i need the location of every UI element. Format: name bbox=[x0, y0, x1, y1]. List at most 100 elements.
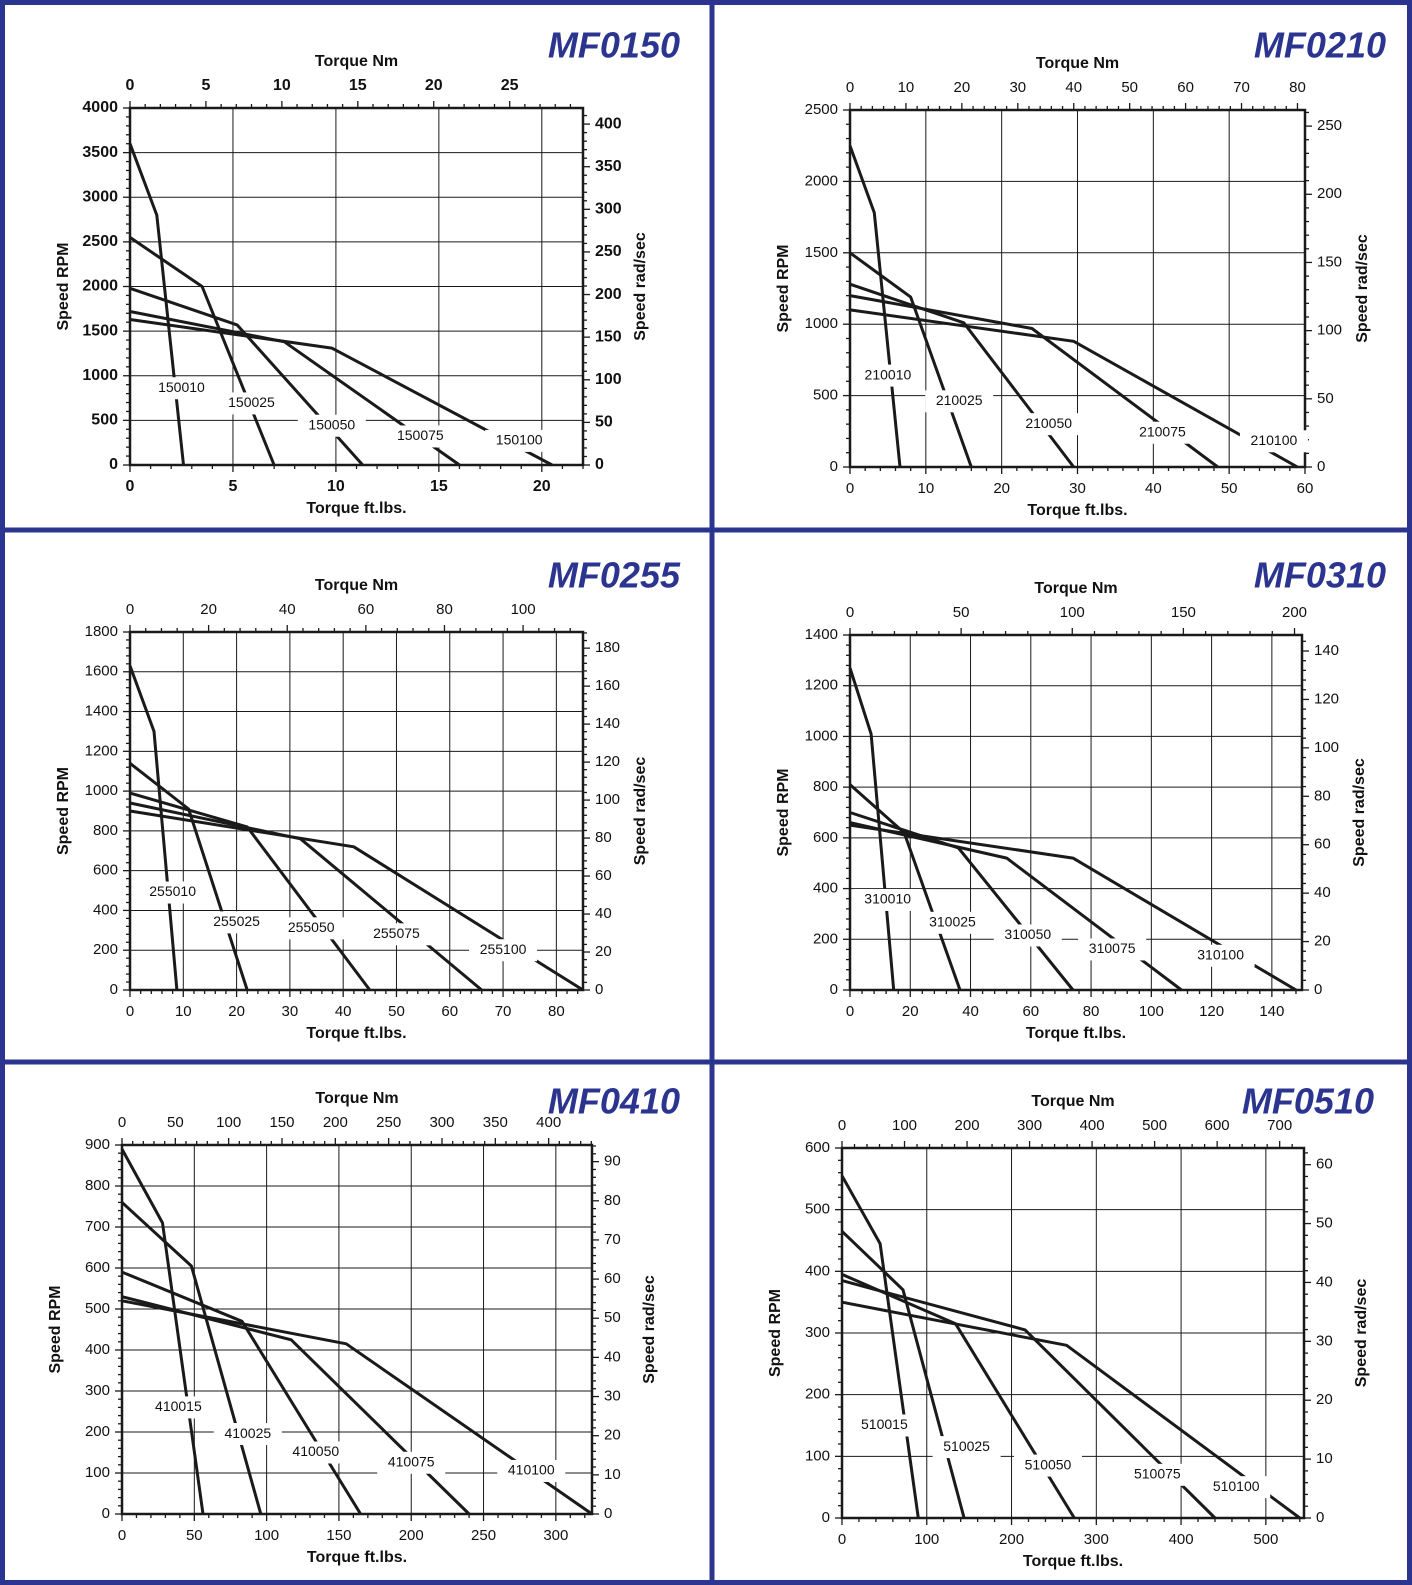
series-label-box bbox=[1128, 421, 1197, 444]
x2-tick-label: 100 bbox=[1060, 604, 1085, 621]
chart-title: MF0150 bbox=[548, 25, 680, 66]
x-tick-label: 30 bbox=[1069, 480, 1086, 497]
y-tick-label: 1000 bbox=[82, 367, 118, 384]
series-label-box bbox=[1202, 1476, 1271, 1499]
series-label-box bbox=[1239, 430, 1308, 453]
series-label-510075: 510075 bbox=[1134, 1466, 1181, 1482]
series-label-box bbox=[1013, 1454, 1082, 1477]
x2-tick-label: 40 bbox=[279, 601, 296, 618]
y-tick-label: 900 bbox=[85, 1136, 110, 1153]
series-label-150010: 150010 bbox=[158, 379, 205, 395]
series-label-510100: 510100 bbox=[1213, 1478, 1260, 1494]
series-label-box bbox=[1014, 413, 1083, 436]
series-label-box bbox=[202, 911, 271, 934]
series-label-410075: 410075 bbox=[388, 1453, 435, 1469]
x-tick-label: 60 bbox=[1297, 480, 1314, 497]
x-tick-label: 500 bbox=[1253, 1531, 1278, 1548]
y-tick-label: 1200 bbox=[85, 742, 118, 759]
series-label-box bbox=[850, 1414, 919, 1437]
y-tick-label: 100 bbox=[85, 1464, 110, 1481]
x2-tick-label: 50 bbox=[1121, 79, 1138, 96]
y-tick-label: 700 bbox=[85, 1218, 110, 1235]
x2-tick-label: 20 bbox=[954, 79, 971, 96]
series-label-box bbox=[925, 390, 994, 413]
y2-axis-label: Speed rad/sec bbox=[632, 757, 649, 866]
x-tick-label: 300 bbox=[543, 1527, 568, 1544]
series-line-255010 bbox=[128, 665, 179, 991]
plot-frame bbox=[128, 630, 585, 992]
x-tick-label: 0 bbox=[126, 478, 135, 495]
y2-tick-label: 60 bbox=[1316, 1156, 1333, 1173]
y-tick-label: 0 bbox=[102, 1505, 110, 1522]
y2-tick-label: 200 bbox=[595, 286, 622, 303]
x-tick-label: 100 bbox=[1139, 1003, 1164, 1020]
x2-tick-label: 150 bbox=[1171, 604, 1196, 621]
series-line-150025 bbox=[129, 236, 276, 466]
y2-tick-label: 60 bbox=[1314, 836, 1331, 853]
x2-axis-label: Torque Nm bbox=[315, 53, 398, 70]
y2-tick-label: 300 bbox=[595, 201, 622, 218]
y2-tick-label: 70 bbox=[604, 1231, 621, 1248]
x-axis-label: Torque ft.lbs. bbox=[306, 1025, 406, 1042]
x-tick-label: 60 bbox=[1022, 1003, 1039, 1020]
y2-tick-label: 60 bbox=[604, 1270, 621, 1287]
x-tick-label: 400 bbox=[1169, 1531, 1194, 1548]
x2-tick-label: 20 bbox=[425, 77, 443, 94]
y2-tick-label: 0 bbox=[1317, 458, 1325, 475]
series-line-210025 bbox=[849, 251, 973, 468]
series-label-310075: 310075 bbox=[1089, 940, 1136, 956]
x2-tick-label: 100 bbox=[892, 1117, 917, 1134]
chart-title: MF0310 bbox=[1254, 555, 1386, 596]
x2-tick-label: 40 bbox=[1065, 79, 1082, 96]
x-tick-label: 20 bbox=[228, 1003, 245, 1020]
series-label-150100: 150100 bbox=[496, 432, 543, 448]
y2-tick-label: 20 bbox=[1314, 933, 1331, 950]
y-tick-label: 100 bbox=[805, 1447, 830, 1464]
y-tick-label: 400 bbox=[85, 1341, 110, 1358]
y2-tick-label: 150 bbox=[1317, 253, 1342, 270]
x2-tick-label: 200 bbox=[955, 1117, 980, 1134]
series-line-510100 bbox=[841, 1300, 1301, 1520]
x2-tick-label: 80 bbox=[436, 601, 453, 618]
x-tick-label: 200 bbox=[999, 1531, 1024, 1548]
series-line-510015 bbox=[840, 1175, 920, 1519]
x2-axis-label: Torque Nm bbox=[315, 577, 398, 594]
y2-tick-label: 90 bbox=[604, 1153, 621, 1170]
y2-tick-label: 140 bbox=[595, 715, 620, 732]
series-label-box bbox=[281, 1441, 350, 1464]
series-line-310025 bbox=[849, 783, 962, 991]
series-line-410100 bbox=[121, 1299, 593, 1516]
y2-tick-label: 80 bbox=[1314, 787, 1331, 804]
y2-tick-label: 10 bbox=[604, 1466, 621, 1483]
y2-axis-label: Speed rad/sec bbox=[632, 232, 649, 341]
x-tick-label: 10 bbox=[917, 480, 934, 497]
series-label-box bbox=[469, 939, 538, 962]
series-label-510025: 510025 bbox=[943, 1438, 990, 1454]
series-label-210025: 210025 bbox=[936, 392, 983, 408]
series-label-box bbox=[853, 888, 922, 911]
x2-tick-label: 15 bbox=[349, 77, 367, 94]
x-tick-label: 300 bbox=[1084, 1531, 1109, 1548]
x-tick-label: 20 bbox=[902, 1003, 919, 1020]
series-label-box bbox=[377, 1451, 446, 1474]
y2-tick-label: 180 bbox=[595, 639, 620, 656]
x2-tick-label: 50 bbox=[167, 1114, 184, 1131]
y2-tick-label: 0 bbox=[1316, 1509, 1324, 1526]
series-label-box bbox=[147, 377, 216, 400]
y2-tick-label: 40 bbox=[595, 905, 612, 922]
series-label-box bbox=[386, 425, 455, 448]
x2-tick-label: 25 bbox=[501, 77, 519, 94]
x-axis-label: Torque ft.lbs. bbox=[1027, 502, 1127, 519]
y2-tick-label: 100 bbox=[595, 371, 622, 388]
y2-tick-label: 80 bbox=[595, 829, 612, 846]
y-tick-label: 3000 bbox=[82, 188, 118, 205]
x2-tick-label: 500 bbox=[1142, 1117, 1167, 1134]
series-label-box bbox=[853, 364, 922, 387]
x-tick-label: 15 bbox=[430, 478, 448, 495]
x2-tick-label: 60 bbox=[358, 601, 375, 618]
